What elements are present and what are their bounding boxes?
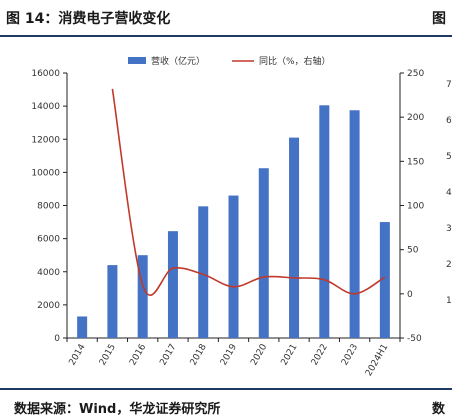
- revenue-bar: [137, 255, 148, 338]
- data-source: 数据来源：Wind，华龙证券研究所: [14, 402, 221, 417]
- adjacent-chart-tick-label: 5: [446, 152, 452, 162]
- revenue-bar: [167, 231, 178, 338]
- revenue-bar: [349, 110, 360, 338]
- chart-axes: 0200040006000800010000120001400016000-50…: [31, 69, 424, 378]
- right-tick-label: 0: [407, 290, 413, 300]
- x-tick-label: 2017: [158, 343, 178, 368]
- revenue-bar: [228, 195, 239, 338]
- adjacent-chart-tick-label: 2: [446, 260, 452, 270]
- x-tick-label: 2020: [249, 342, 269, 367]
- right-tick-label: 200: [407, 113, 424, 123]
- left-tick-label: 0: [54, 334, 60, 344]
- revenue-bar: [289, 137, 300, 338]
- figure-title: 图 14：消费电子营收变化: [6, 11, 171, 27]
- legend-label-yoy: 同比（%，右轴）: [259, 55, 331, 67]
- legend-swatch-revenue: [128, 57, 146, 64]
- right-tick-label: 150: [407, 157, 424, 167]
- revenue-bar: [107, 265, 118, 338]
- left-tick-label: 8000: [37, 202, 60, 212]
- revenue-chart: 营收（亿元） 同比（%，右轴） 0200040006000800010000120…: [31, 55, 452, 378]
- footer-rule: [0, 388, 452, 390]
- legend-label-revenue: 营收（亿元）: [151, 55, 205, 67]
- left-tick-label: 2000: [37, 301, 60, 311]
- left-tick-label: 16000: [31, 69, 60, 79]
- adjacent-chart-tick-label: 3: [446, 224, 452, 234]
- revenue-bar: [379, 222, 390, 338]
- x-tick-label: 2021: [280, 343, 300, 368]
- revenue-bar: [77, 316, 88, 338]
- x-tick-label: 2019: [219, 342, 239, 367]
- right-tick-label: -50: [407, 334, 422, 344]
- left-tick-label: 4000: [37, 268, 60, 278]
- next-source-fragment: 数: [432, 402, 446, 417]
- yoy-growth-line: [111, 88, 386, 296]
- left-tick-label: 6000: [37, 235, 60, 245]
- line-series: [111, 88, 386, 296]
- x-tick-label: 2014: [68, 342, 88, 367]
- x-tick-label: 2015: [98, 343, 118, 368]
- right-tick-label: 50: [407, 246, 419, 256]
- adjacent-chart-axis-fragment: 7 6 5 4 3 2 1: [446, 80, 452, 306]
- adjacent-chart-tick-label: 4: [446, 188, 452, 198]
- adjacent-chart-tick-label: 1: [446, 296, 452, 306]
- right-tick-label: 250: [407, 69, 424, 79]
- revenue-bar: [198, 206, 209, 338]
- adjacent-chart-tick-label: 6: [446, 116, 452, 126]
- right-tick-label: 100: [407, 202, 424, 212]
- revenue-bar: [258, 168, 269, 338]
- header-rule: [0, 35, 452, 37]
- x-tick-label: 2016: [128, 342, 148, 367]
- x-tick-label: 2018: [189, 342, 209, 367]
- x-tick-label: 2024H1: [364, 343, 390, 379]
- adjacent-chart-tick-label: 7: [446, 80, 452, 90]
- bar-series: [77, 105, 390, 338]
- x-tick-label: 2023: [340, 343, 360, 368]
- left-tick-label: 12000: [31, 135, 60, 145]
- next-figure-title-fragment: 图: [432, 11, 446, 27]
- left-tick-label: 14000: [31, 102, 60, 112]
- chart-legend: 营收（亿元） 同比（%，右轴）: [128, 55, 331, 67]
- x-tick-label: 2022: [310, 343, 330, 368]
- revenue-bar: [319, 105, 330, 338]
- left-tick-label: 10000: [31, 168, 60, 178]
